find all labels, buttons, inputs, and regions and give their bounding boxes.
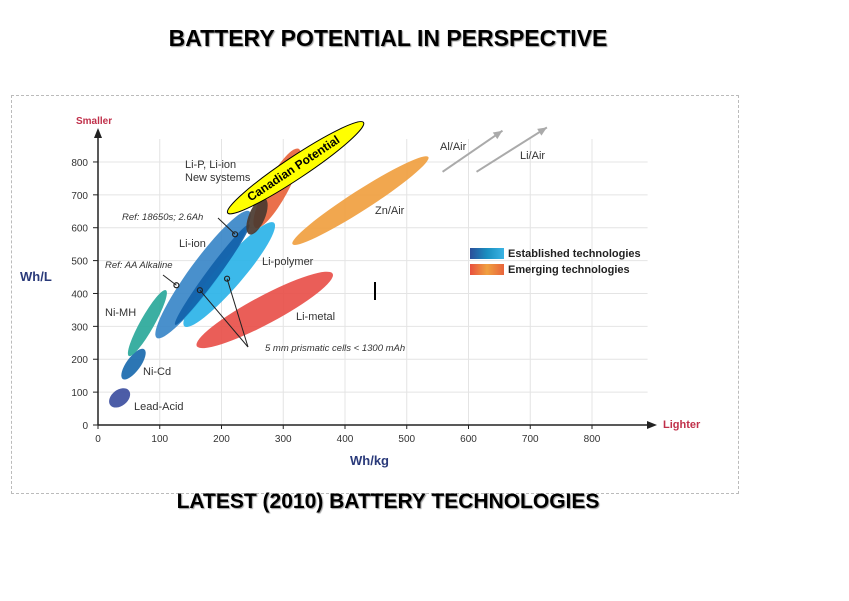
legend-swatch-established	[470, 248, 504, 259]
region-ni-cd	[121, 348, 146, 380]
y-tick-label: 400	[71, 289, 88, 300]
label-li-ion: Li-ion	[179, 238, 206, 250]
y-tick-label: 500	[71, 257, 88, 268]
y-tick-label: 800	[71, 158, 88, 169]
arrow-li-air	[475, 126, 548, 173]
label-ni-mh: Ni-MH	[105, 307, 136, 319]
leader-line	[199, 289, 249, 348]
x-tick-label: 600	[460, 434, 477, 445]
axes: 0 100 200 300 400 500 600 700 800 0 100 200 300 400 50…	[71, 128, 657, 445]
chart-frame	[11, 95, 739, 494]
legend-label-established: Established technologies	[508, 248, 641, 260]
region-li-ion-core	[174, 224, 250, 325]
annotation-lines	[162, 126, 548, 348]
x-tick-label: 0	[95, 434, 101, 445]
x-axis-arrow	[647, 421, 657, 429]
label-li-air: Li/Air	[520, 150, 545, 162]
label-lead-acid: Lead-Acid	[134, 401, 184, 413]
text-cursor	[374, 282, 376, 300]
x-tick-label: 300	[275, 434, 292, 445]
leader-line	[226, 278, 249, 348]
region-li-polymer	[183, 222, 276, 328]
label-new-systems-2: New systems	[185, 172, 251, 184]
y-axis-label: Wh/L	[20, 269, 52, 284]
region-lead-acid	[109, 388, 131, 408]
region-ni-mh	[127, 290, 167, 357]
x-tick-label: 400	[337, 434, 354, 445]
label-li-polymer: Li-polymer	[262, 256, 314, 268]
label-zn-air: Zn/Air	[375, 205, 405, 217]
legend-label-emerging: Emerging technologies	[508, 264, 630, 276]
label-ni-cd: Ni-Cd	[143, 366, 171, 378]
x-tick-label: 100	[151, 434, 168, 445]
y-tick-label: 0	[82, 421, 88, 432]
x-tick-label: 800	[584, 434, 601, 445]
label-canadian-potential: Canadian Potential	[245, 133, 343, 205]
region-canadian-potential	[226, 121, 365, 215]
label-li-metal: Li-metal	[296, 311, 335, 323]
y-direction-label: Smaller	[76, 116, 112, 127]
page-title: BATTERY POTENTIAL IN PERSPECTIVE	[168, 25, 608, 51]
leader-line	[217, 217, 236, 235]
reference-point	[231, 231, 239, 238]
label-ref-aa: Ref: AA Alkaline	[105, 260, 173, 271]
region-li-metal	[196, 271, 333, 349]
gridlines	[98, 138, 648, 425]
region-ref-18650s-high-end	[246, 197, 268, 235]
reference-point	[173, 282, 180, 289]
arrow-head	[537, 127, 547, 136]
regions	[109, 121, 429, 408]
region-li-ion	[155, 210, 251, 339]
y-tick-label: 300	[71, 322, 88, 333]
region-zn-air	[292, 156, 429, 245]
reference-point	[196, 287, 203, 294]
y-tick-label: 700	[71, 191, 88, 202]
x-tick-label: 200	[213, 434, 230, 445]
label-new-systems-1: Li-P, Li-ion	[185, 159, 236, 171]
x-tick-label: 700	[522, 434, 539, 445]
legend: Established technologies Emerging techno…	[470, 248, 641, 276]
y-tick-label: 600	[71, 224, 88, 235]
y-axis-arrow	[94, 128, 102, 138]
arrow-head	[492, 130, 503, 140]
arrow-al-air	[441, 129, 504, 173]
x-axis-label: Wh/kg	[350, 453, 389, 468]
legend-swatch-emerging	[470, 264, 504, 275]
reference-point	[223, 275, 231, 282]
x-tick-label: 500	[398, 434, 415, 445]
x-direction-label: Lighter	[663, 419, 701, 431]
y-tick-label: 100	[71, 388, 88, 399]
label-al-air: Al/Air	[440, 141, 467, 153]
caption: LATEST (2010) BATTERY TECHNOLOGIES	[176, 490, 600, 513]
y-tick-label: 200	[71, 355, 88, 366]
label-ref-18650: Ref: 18650s; 2.6Ah	[122, 212, 203, 223]
label-prismatic: 5 mm prismatic cells < 1300 mAh	[265, 343, 405, 354]
